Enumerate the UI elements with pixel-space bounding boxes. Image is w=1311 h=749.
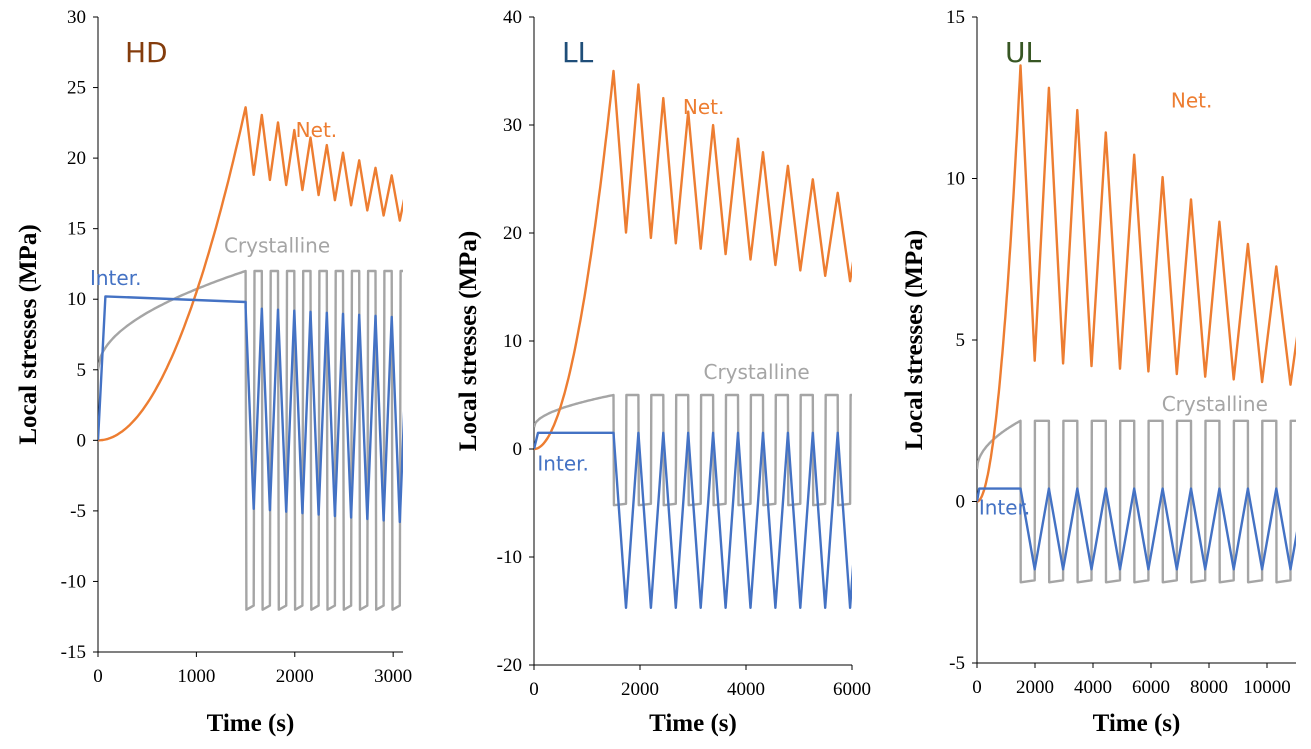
series-label-inter: Inter. [979, 495, 1030, 519]
series-label-inter: Inter. [537, 452, 588, 476]
series-line-inter [534, 431, 852, 609]
y-tick-label: 15 [67, 219, 86, 240]
y-tick-label: 0 [956, 492, 966, 513]
panel-label: LL [562, 36, 594, 69]
series-line-crystalline [98, 269, 403, 611]
x-axis-title: Time (s) [207, 710, 295, 737]
series-label-net: Net. [296, 118, 337, 142]
y-tick-label: -5 [949, 653, 965, 674]
chart-panel-ul: -5 0 5 10 15 0 2000 4000 6000 8000 10000 Time (s) Lo… [901, 7, 1296, 737]
y-tick-label: 20 [67, 148, 86, 169]
y-axis-title: Local stresses (MPa) [15, 224, 42, 444]
y-axis-title: Local stresses (MPa) [455, 231, 482, 451]
series-label-net: Net. [1171, 88, 1212, 112]
series-label-crystalline: Crystalline [703, 360, 809, 384]
x-axis-title: Time (s) [1093, 710, 1181, 737]
series-label-crystalline: Crystalline [224, 234, 330, 258]
x-tick-label: 2000 [621, 679, 659, 700]
x-tick-label: 6000 [833, 679, 871, 700]
x-axis-title: Time (s) [649, 710, 737, 737]
y-tick-label: 0 [513, 439, 523, 460]
y-tick-label: 40 [503, 7, 522, 28]
y-tick-label: 10 [67, 289, 86, 310]
y-tick-label: -5 [70, 501, 86, 522]
series-line-inter [98, 295, 403, 524]
x-tick-label: 2000 [1016, 677, 1054, 698]
x-tick-label: 1000 [177, 666, 215, 687]
series-line-net [98, 106, 403, 442]
series-line-net [534, 69, 852, 451]
series-label-crystalline: Crystalline [1162, 392, 1268, 416]
x-tick-label: 8000 [1190, 677, 1228, 698]
y-axis-title: Local stresses (MPa) [901, 230, 928, 450]
chart-panel-ll: -20 -10 0 10 20 30 40 0 2000 4000 6000 Time (s) Loca… [455, 7, 871, 737]
y-tick-label: 25 [67, 78, 86, 99]
x-tick-label: 4000 [1074, 677, 1112, 698]
y-tick-label: 20 [503, 223, 522, 244]
series-line-crystalline [977, 419, 1296, 584]
y-tick-label: -15 [61, 642, 86, 663]
y-tick-label: 5 [956, 330, 966, 351]
y-tick-label: 10 [946, 169, 965, 190]
y-tick-label: 0 [77, 430, 87, 451]
y-tick-label: 10 [503, 331, 522, 352]
series-line-inter [977, 487, 1296, 571]
panel-label: UL [1005, 36, 1041, 69]
y-tick-label: -20 [497, 655, 522, 676]
x-tick-label: 2000 [276, 666, 314, 687]
y-tick-label: 5 [77, 360, 87, 381]
y-tick-label: -10 [61, 571, 86, 592]
y-tick-label: 15 [946, 7, 965, 28]
y-tick-label: 30 [503, 115, 522, 136]
series-line-net [977, 64, 1296, 503]
x-tick-label: 4000 [727, 679, 765, 700]
series-label-net: Net. [683, 95, 724, 119]
x-tick-label: 0 [93, 666, 103, 687]
x-tick-label: 10000 [1243, 677, 1291, 698]
y-tick-label: 30 [67, 7, 86, 28]
x-tick-label: 3000 [374, 666, 412, 687]
chart-panel-hd: -15 -10 -5 0 5 10 15 20 25 30 0 1000 2000 3000 Time (s… [15, 7, 412, 737]
panel-label: HD [125, 36, 168, 69]
y-tick-label: -10 [497, 547, 522, 568]
series-line-crystalline [534, 393, 852, 507]
x-tick-label: 6000 [1132, 677, 1170, 698]
series-label-inter: Inter. [90, 266, 141, 290]
x-tick-label: 0 [529, 679, 539, 700]
x-tick-label: 0 [972, 677, 982, 698]
